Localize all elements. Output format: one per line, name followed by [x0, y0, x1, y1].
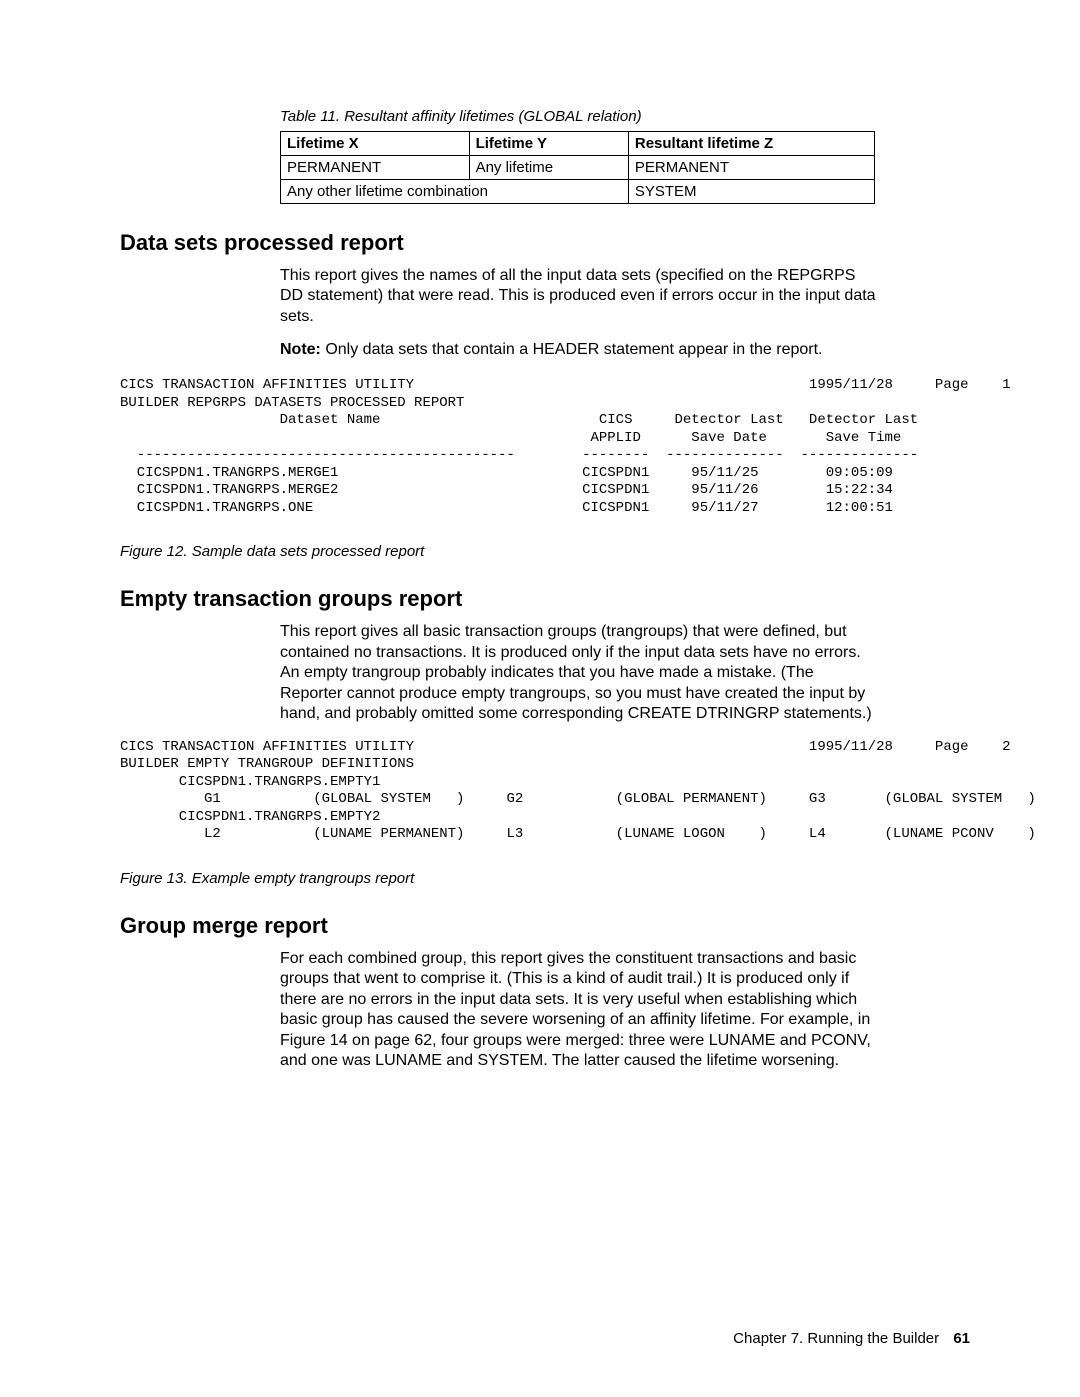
table-header-cell: Resultant lifetime Z	[628, 132, 874, 156]
table-11-caption: Table 11. Resultant affinity lifetimes (…	[280, 108, 970, 125]
page-footer: Chapter 7. Running the Builder 61	[733, 1330, 970, 1347]
table-row: PERMANENT Any lifetime PERMANENT	[281, 156, 875, 180]
footer-page-number: 61	[953, 1330, 970, 1347]
figure-12-block: CICS TRANSACTION AFFINITIES UTILITY 1995…	[120, 377, 970, 517]
section-paragraph: For each combined group, this report giv…	[280, 949, 880, 1072]
table-cell: Any other lifetime combination	[281, 180, 629, 204]
note-text: Only data sets that contain a HEADER sta…	[321, 341, 823, 358]
section-paragraph: This report gives the names of all the i…	[280, 266, 880, 327]
table-11: Lifetime X Lifetime Y Resultant lifetime…	[280, 131, 875, 204]
note-label: Note:	[280, 341, 321, 358]
footer-chapter: Chapter 7. Running the Builder	[733, 1330, 939, 1347]
section-heading-empty: Empty transaction groups report	[120, 586, 970, 612]
section-heading-datasets: Data sets processed report	[120, 230, 970, 256]
table-cell: SYSTEM	[628, 180, 874, 204]
table-row: Lifetime X Lifetime Y Resultant lifetime…	[281, 132, 875, 156]
section-heading-groupmerge: Group merge report	[120, 913, 970, 939]
figure-13-block: CICS TRANSACTION AFFINITIES UTILITY 1995…	[120, 739, 970, 844]
figure-12-caption: Figure 12. Sample data sets processed re…	[120, 543, 970, 560]
table-cell: PERMANENT	[628, 156, 874, 180]
page: Table 11. Resultant affinity lifetimes (…	[0, 0, 1080, 1397]
table-cell: PERMANENT	[281, 156, 470, 180]
table-header-cell: Lifetime Y	[469, 132, 628, 156]
note-line: Note: Only data sets that contain a HEAD…	[280, 341, 880, 359]
table-header-cell: Lifetime X	[281, 132, 470, 156]
figure-13-caption: Figure 13. Example empty trangroups repo…	[120, 870, 970, 887]
table-row: Any other lifetime combination SYSTEM	[281, 180, 875, 204]
table-cell: Any lifetime	[469, 156, 628, 180]
section-paragraph: This report gives all basic transaction …	[280, 622, 880, 724]
